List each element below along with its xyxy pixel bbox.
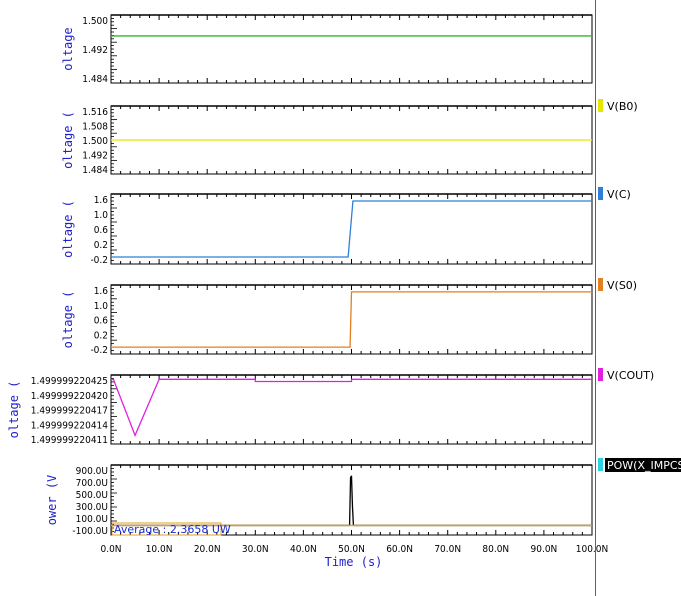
y-tick-label: 1.508 <box>82 122 108 133</box>
panel-5: 1.499999220425 1.499999220420 1.4999992204… <box>7 368 654 446</box>
series-line-1 <box>111 378 592 438</box>
legend-swatch <box>598 99 603 112</box>
y-tick-label: 1.492 <box>82 45 108 56</box>
x-axis-label: Time (s) <box>325 555 383 569</box>
x-tick-label: 90.0N <box>531 544 558 555</box>
legend-swatch <box>598 187 603 200</box>
x-tick-label: 50.0N <box>338 544 365 555</box>
y-tick-label: 0.6 <box>94 225 109 236</box>
y-tick-label: 1.499999220420 <box>31 391 109 402</box>
x-tick-label: 70.0N <box>434 544 461 555</box>
x-tick-label: 20.0N <box>194 544 221 555</box>
y-tick-label: 300.0U <box>76 502 108 513</box>
y-axis-label: oltage ( <box>61 200 75 258</box>
panel-4: 1.6 1.0 0.6 0.2 -0.2 oltage ( V(S0) <box>61 278 637 356</box>
legend-label: V(S0) <box>607 279 637 292</box>
x-tick-label: 40.0N <box>290 544 317 555</box>
y-tick-label: 0.2 <box>94 240 108 251</box>
legend-swatch <box>598 458 603 471</box>
y-tick-label: 1.500 <box>82 136 108 147</box>
y-tick-label: 1.499999220417 <box>31 406 108 417</box>
y-tick-label: 900.0U <box>76 466 108 477</box>
average-box <box>111 522 222 536</box>
y-tick-label: 1.484 <box>82 74 108 85</box>
y-tick-label: -0.2 <box>90 345 108 356</box>
legend-label: V(B0) <box>607 100 638 113</box>
y-axis-label: ower (V <box>45 475 59 526</box>
y-tick-label: 1.6 <box>94 286 109 297</box>
y-tick-label: 1.516 <box>82 107 108 118</box>
legend-swatch <box>598 368 603 381</box>
y-tick-label: 1.499999220425 <box>31 376 108 387</box>
legend-label-highlight <box>605 458 681 472</box>
panel-1: 1.500 1.492 1.484 oltage <box>61 14 593 85</box>
legend-swatch <box>598 278 603 291</box>
legend-label: POW(X_IMPCSA <box>607 459 681 472</box>
panel-3: 1.6 1.0 0.6 0.2 -0.2 oltage ( V(C) <box>61 187 631 266</box>
y-tick-label: 1.500 <box>82 16 108 27</box>
y-tick-label: 1.499999220414 <box>31 420 109 431</box>
y-tick-label: 1.499999220411 <box>31 435 108 446</box>
y-tick-label: 0.6 <box>94 316 109 327</box>
x-tick-label: 100.0N <box>576 544 608 555</box>
series-line-1 <box>111 291 592 348</box>
y-axis-label: oltage ( <box>61 111 75 169</box>
x-tick-label: 0.0N <box>100 544 121 555</box>
y-tick-label: -100.0U <box>72 526 108 537</box>
x-tick-label: 60.0N <box>386 544 413 555</box>
y-tick-label: 1.492 <box>82 151 108 162</box>
legend-label: V(COUT) <box>607 369 654 382</box>
y-tick-label: 700.0U <box>76 478 108 489</box>
panel-2: 1.516 1.508 1.500 1.492 1.484 oltage ( V(B0) <box>61 99 638 176</box>
y-axis-label: oltage <box>61 27 75 70</box>
legend-label: V(C) <box>607 188 631 201</box>
y-tick-label: -0.2 <box>90 255 108 266</box>
y-tick-label: 1.0 <box>94 210 109 221</box>
average-annotation: Average : 2.3658 UW <box>114 523 231 536</box>
y-tick-label: 100.0U <box>76 514 108 525</box>
y-axis-label: oltage ( <box>7 381 21 439</box>
y-tick-label: 500.0U <box>76 490 108 501</box>
series-line-1 <box>111 200 592 258</box>
y-tick-label: 1.0 <box>94 301 109 312</box>
y-tick-label: 1.484 <box>82 165 108 176</box>
y-axis-label: oltage ( <box>61 291 75 349</box>
x-tick-label: 80.0N <box>482 544 509 555</box>
y-tick-label: 1.6 <box>94 195 109 206</box>
y-tick-label: 0.2 <box>94 330 108 341</box>
x-tick-label: 30.0N <box>242 544 269 555</box>
x-tick-label: 10.0N <box>146 544 173 555</box>
